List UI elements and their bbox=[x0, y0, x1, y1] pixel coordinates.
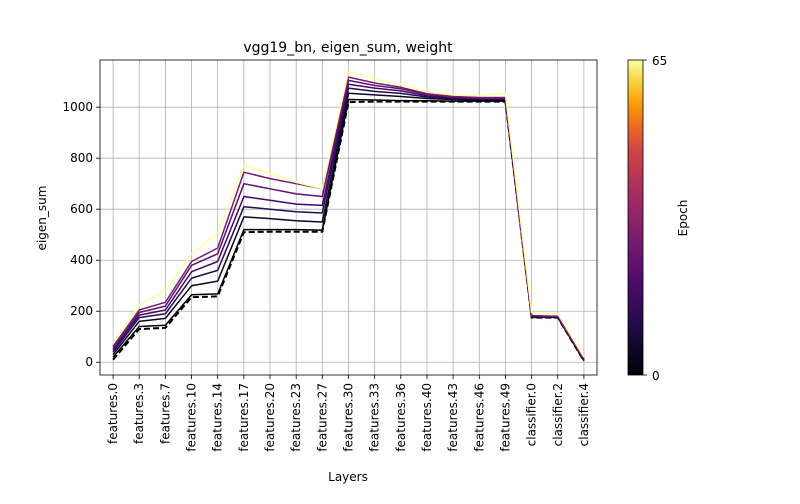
colorbar-min-label: 0 bbox=[652, 369, 660, 383]
x-tick-label: features.33 bbox=[368, 383, 382, 452]
x-tick-label: features.27 bbox=[315, 383, 329, 452]
x-tick-label: features.10 bbox=[185, 383, 199, 452]
x-axis-label: Layers bbox=[328, 470, 368, 484]
x-tick-label: features.49 bbox=[498, 383, 512, 452]
x-tick-label: features.30 bbox=[342, 383, 356, 452]
x-tick-label: features.14 bbox=[211, 383, 225, 452]
x-tick-label: features.23 bbox=[289, 383, 303, 452]
colorbar-label: Epoch bbox=[676, 200, 690, 237]
series-lines bbox=[112, 70, 585, 362]
x-tick-label: features.40 bbox=[420, 383, 434, 452]
x-tick-label: classifier.2 bbox=[551, 383, 565, 446]
x-tick-label: features.36 bbox=[394, 383, 408, 452]
series-line-epoch-65 bbox=[112, 70, 585, 358]
x-tick-label: features.17 bbox=[237, 383, 251, 452]
y-axis-label: eigen_sum bbox=[35, 186, 49, 251]
plot-frame bbox=[99, 59, 598, 376]
y-tick-label: 200 bbox=[70, 304, 93, 318]
y-tick-label: 800 bbox=[70, 151, 93, 165]
chart-title: vgg19_bn, eigen_sum, weight bbox=[243, 40, 453, 56]
x-tick-label: classifier.0 bbox=[525, 383, 539, 446]
y-tick-label: 600 bbox=[70, 202, 93, 216]
x-tick-label: features.0 bbox=[106, 383, 120, 444]
x-tick-label: features.3 bbox=[132, 383, 146, 444]
colorbar: 65 0 Epoch bbox=[627, 54, 690, 383]
grid-lines bbox=[100, 60, 597, 375]
axes: features.0 features.3 features.7 features.1… bbox=[62, 59, 598, 452]
x-tick-label: features.7 bbox=[158, 383, 172, 444]
colorbar-max-label: 65 bbox=[652, 54, 667, 68]
x-tick-label: classifier.4 bbox=[577, 383, 591, 446]
x-tick-label: features.46 bbox=[472, 383, 486, 452]
x-tick-label: features.20 bbox=[263, 383, 277, 452]
y-tick-label: 0 bbox=[85, 355, 93, 369]
x-tick-label: features.43 bbox=[446, 383, 460, 452]
colorbar-gradient bbox=[627, 59, 644, 376]
y-tick-label: 1000 bbox=[62, 100, 93, 114]
y-tick-label: 400 bbox=[70, 253, 93, 267]
